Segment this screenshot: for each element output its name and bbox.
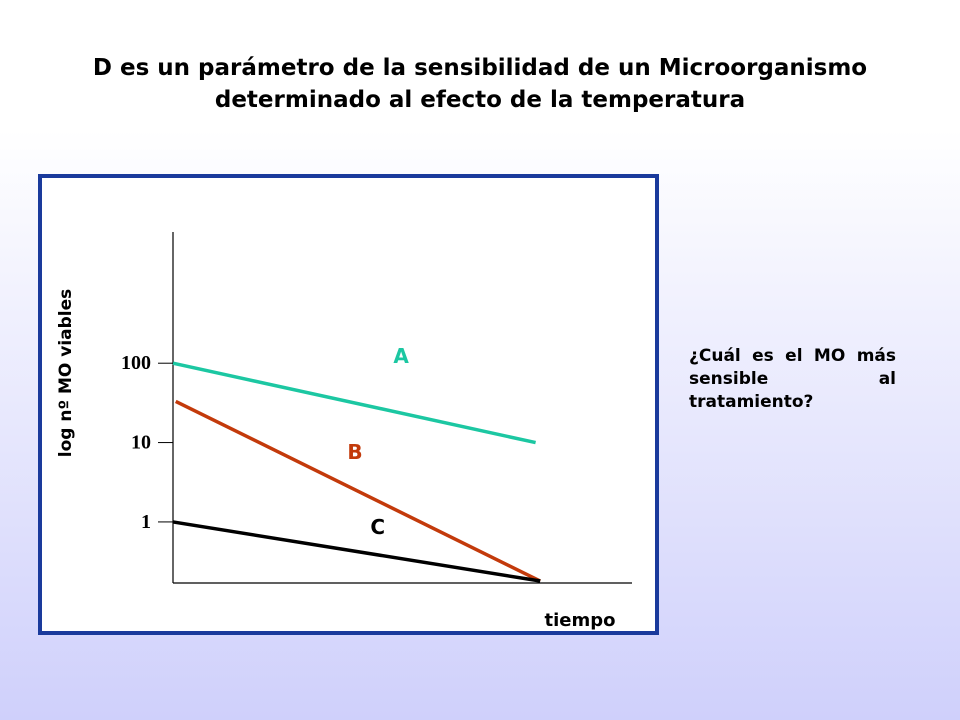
series-line-a — [172, 361, 536, 445]
question-text: ¿Cuál es el MO más sensible al tratamien… — [689, 346, 896, 412]
series-line-c — [172, 520, 541, 583]
title-line-2: determinado al efecto de la temperatura — [214, 87, 746, 113]
y-tick-label: 1 — [141, 511, 151, 533]
title-line-1: D es un parámetro de la sensibilidad de … — [92, 55, 868, 81]
y-tick-label: 100 — [121, 352, 151, 374]
chart-frame: 100 10 1 A B C log nº MO viables tiempo — [38, 174, 659, 635]
y-tick-label: 10 — [131, 432, 151, 454]
page-title: D es un parámetro de la sensibilidad de … — [0, 52, 960, 116]
x-axis-label: tiempo — [545, 610, 616, 631]
series-label-b: B — [347, 440, 362, 464]
line-chart: 100 10 1 A B C log nº MO viables tiempo — [56, 232, 632, 631]
y-axis-label: log nº MO viables — [56, 289, 76, 458]
series-label-a: A — [393, 344, 409, 368]
series-line-b — [174, 399, 541, 583]
series-label-c: C — [370, 515, 385, 539]
